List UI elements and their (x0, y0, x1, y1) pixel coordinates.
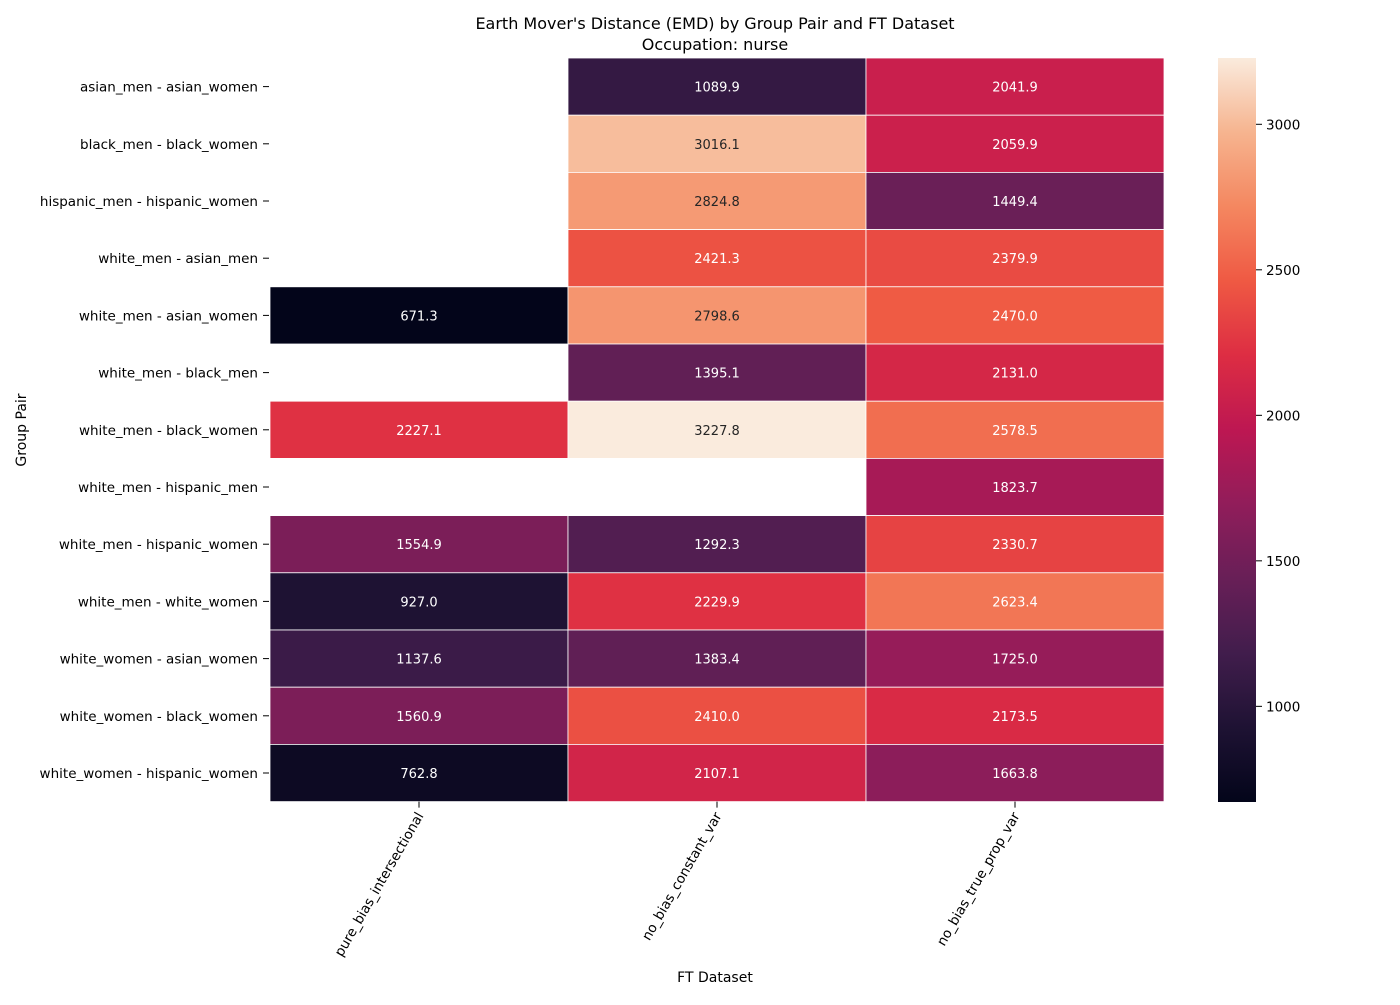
cell-value-label: 1089.9 (694, 81, 740, 96)
cell-value-label: 3016.1 (694, 138, 740, 153)
cell-value-label: 2131.0 (992, 367, 1038, 382)
colorbar-tick-label: 2000 (1266, 408, 1300, 424)
heatmap-cells: 1089.9 2041.9 3016.1 2059.9 2824.8 1449.4 2421… (269, 57, 1165, 803)
cell-value-label: 1663.8 (992, 767, 1038, 782)
heatmap-cell (865, 400, 1165, 459)
heatmap-cell (567, 515, 867, 574)
heatmap-cell (567, 171, 867, 230)
heatmap-cell (865, 686, 1165, 745)
row-label: black_men - black_women (80, 137, 258, 153)
heatmap-cell (567, 629, 867, 688)
row-label: white_men - white_women (78, 594, 258, 610)
colorbar (1218, 58, 1256, 802)
cell-value-label: 2623.4 (992, 595, 1038, 610)
heatmap-cell (567, 286, 867, 345)
heatmap-cell (269, 572, 569, 631)
cell-value-label: 2379.9 (992, 252, 1038, 267)
cell-value-label: 762.8 (400, 767, 437, 782)
column-labels: pure_bias_intersectional no_bias_constant… (332, 801, 1024, 960)
heatmap-cell (865, 343, 1165, 402)
heatmap-cell (865, 286, 1165, 345)
y-axis-label: Group Pair (14, 393, 30, 466)
cell-value-label: 2173.5 (992, 710, 1038, 725)
cell-value-label: 3227.8 (694, 424, 740, 439)
heatmap-cell (865, 229, 1165, 288)
cell-value-label: 1554.9 (396, 538, 442, 553)
row-label: white_women - black_women (60, 709, 258, 725)
column-label: pure_bias_intersectional (332, 810, 428, 960)
cell-value-label: 1560.9 (396, 710, 442, 725)
row-label: white_men - hispanic_women (59, 537, 258, 553)
cell-value-label: 2824.8 (694, 195, 740, 210)
heatmap-cell (865, 171, 1165, 230)
row-label: white_men - asian_men (98, 251, 258, 267)
cell-value-label: 2107.1 (694, 767, 740, 782)
heatmap-cell (269, 286, 569, 345)
cell-value-label: 1725.0 (992, 653, 1038, 668)
heatmap-cell (567, 572, 867, 631)
column-label: no_bias_true_prop_var (934, 809, 1024, 949)
heatmap-cell (865, 457, 1165, 516)
cell-value-label: 2410.0 (694, 710, 740, 725)
row-label: white_women - asian_women (60, 652, 258, 668)
heatmap-cell (567, 400, 867, 459)
chart-subtitle: Occupation: nurse (642, 35, 788, 54)
cell-value-label: 1823.7 (992, 481, 1038, 496)
heatmap-cell (269, 515, 569, 574)
heatmap-cell (269, 686, 569, 745)
cell-value-label: 2578.5 (992, 424, 1038, 439)
cell-value-label: 671.3 (400, 309, 437, 324)
colorbar-tick-label: 1000 (1266, 699, 1300, 715)
heatmap-cell (865, 515, 1165, 574)
cell-value-label: 2229.9 (694, 595, 740, 610)
cell-value-label: 2227.1 (396, 424, 442, 439)
heatmap-cell (567, 343, 867, 402)
heatmap-cell (865, 57, 1165, 116)
row-label: white_women - hispanic_women (40, 766, 258, 782)
cell-value-label: 1449.4 (992, 195, 1038, 210)
row-label: white_men - asian_women (79, 308, 258, 324)
cell-value-label: 2798.6 (694, 309, 740, 324)
row-labels: asian_men - asian_women black_men - black… (40, 80, 269, 782)
chart-title: Earth Mover's Distance (EMD) by Group Pa… (475, 14, 954, 33)
row-label: asian_men - asian_women (80, 80, 258, 96)
heatmap-cell (567, 57, 867, 116)
heatmap-cell (865, 629, 1165, 688)
colorbar-tick-label: 3000 (1266, 117, 1300, 133)
cell-value-label: 2041.9 (992, 81, 1038, 96)
heatmap-cell (865, 572, 1165, 631)
cell-value-label: 927.0 (400, 595, 437, 610)
cell-value-label: 1292.3 (694, 538, 740, 553)
row-label: white_men - black_men (98, 366, 258, 382)
row-label: hispanic_men - hispanic_women (40, 194, 258, 210)
heatmap-cell (269, 400, 569, 459)
heatmap-cell (567, 686, 867, 745)
heatmap-cell (865, 114, 1165, 173)
colorbar-tick-label: 2500 (1266, 263, 1300, 279)
colorbar-tick-label: 1500 (1266, 554, 1300, 570)
cell-value-label: 1383.4 (694, 653, 740, 668)
cell-value-label: 2059.9 (992, 138, 1038, 153)
cell-value-label: 2470.0 (992, 309, 1038, 324)
cell-value-label: 1395.1 (694, 367, 740, 382)
heatmap-cell (567, 114, 867, 173)
row-label: white_men - hispanic_men (78, 480, 258, 496)
cell-value-label: 1137.6 (396, 653, 442, 668)
cell-value-label: 2330.7 (992, 538, 1038, 553)
column-label: no_bias_constant_var (639, 809, 726, 943)
colorbar-ticks: 1000 1500 2000 2500 3000 (1256, 117, 1300, 715)
cell-value-label: 2421.3 (694, 252, 740, 267)
heatmap-cell (567, 744, 867, 803)
row-label: white_men - black_women (79, 423, 258, 439)
x-axis-label: FT Dataset (677, 970, 753, 986)
